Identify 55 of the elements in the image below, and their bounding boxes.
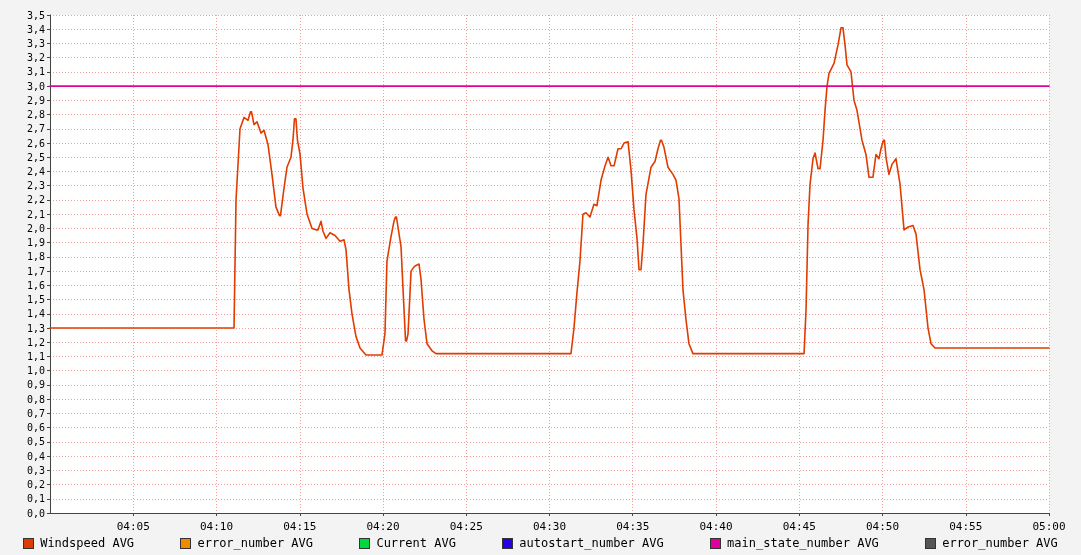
x-tick-label: 04:15 <box>283 520 317 533</box>
legend-label: Windspeed AVG <box>40 536 135 550</box>
y-tick-label: 2,4 <box>26 166 45 178</box>
y-tick-label: 0,3 <box>26 464 45 476</box>
x-tick-label: 04:55 <box>949 520 983 533</box>
y-tick-label: 1,9 <box>26 237 45 249</box>
y-tick-label: 2,8 <box>26 109 45 121</box>
line-series <box>49 27 1050 356</box>
y-tick-label: 1,6 <box>26 279 45 291</box>
y-tick-label: 2,2 <box>26 194 45 206</box>
x-tick-label: 04:30 <box>532 520 567 533</box>
x-tick-label: 04:45 <box>782 520 816 533</box>
legend-label: Current AVG <box>376 536 456 550</box>
x-tick-label: 04:10 <box>199 520 234 533</box>
y-tick-label: 3,5 <box>26 9 45 21</box>
y-tick-label: 1,3 <box>26 322 45 334</box>
x-tick-label: 04:40 <box>699 520 733 533</box>
y-tick-label: 0,6 <box>26 422 45 434</box>
x-tick-label: 04:50 <box>865 520 900 533</box>
legend-label: autostart_number AVG <box>519 536 664 550</box>
y-tick-label: 2,3 <box>26 180 45 192</box>
y-tick-label: 3,2 <box>26 52 45 64</box>
y-tick-label: 0,7 <box>26 407 45 419</box>
y-tick-label: 1,4 <box>26 308 45 320</box>
y-tick-label: 3,3 <box>26 37 45 49</box>
y-tick-label: 1,1 <box>26 350 45 362</box>
y-tick-label: 1,2 <box>26 336 45 348</box>
y-tick-label: 1,0 <box>26 365 45 377</box>
y-tick-label: 3,0 <box>26 80 45 92</box>
y-tick-label: 3,1 <box>26 66 45 78</box>
y-tick-label: 2,7 <box>26 123 45 135</box>
y-tick-label: 1,8 <box>26 251 45 263</box>
y-tick-label: 3,4 <box>26 23 45 35</box>
x-tick-label: 04:20 <box>366 520 400 533</box>
y-tick-label: 2,5 <box>26 151 45 163</box>
y-tick-label: 1,7 <box>26 265 45 277</box>
legend-label: error_number AVG <box>942 536 1058 550</box>
x-tick-label: 04:35 <box>616 520 650 533</box>
x-tick-label: 04:05 <box>116 520 150 533</box>
y-tick-label: 1,5 <box>26 294 45 306</box>
y-tick-label: 2,1 <box>26 208 45 220</box>
y-tick-label: 0,4 <box>26 450 45 462</box>
y-tick-label: 2,0 <box>26 222 45 234</box>
y-tick-label: 0,1 <box>26 493 45 505</box>
y-tick-label: 2,9 <box>26 94 45 106</box>
y-tick-label: 0,9 <box>26 379 45 391</box>
y-tick-label: 0,0 <box>26 507 45 519</box>
legend-label: main_state_number AVG <box>727 536 879 550</box>
x-tick-label: 05:00 <box>1032 520 1066 533</box>
y-tick-label: 0,8 <box>26 393 45 405</box>
y-tick-label: 0,5 <box>26 436 45 448</box>
y-tick-label: 0,2 <box>26 479 45 491</box>
y-tick-label: 2,6 <box>26 137 45 149</box>
x-tick-label: 04:25 <box>449 520 483 533</box>
legend-label: error_number AVG <box>197 536 314 550</box>
